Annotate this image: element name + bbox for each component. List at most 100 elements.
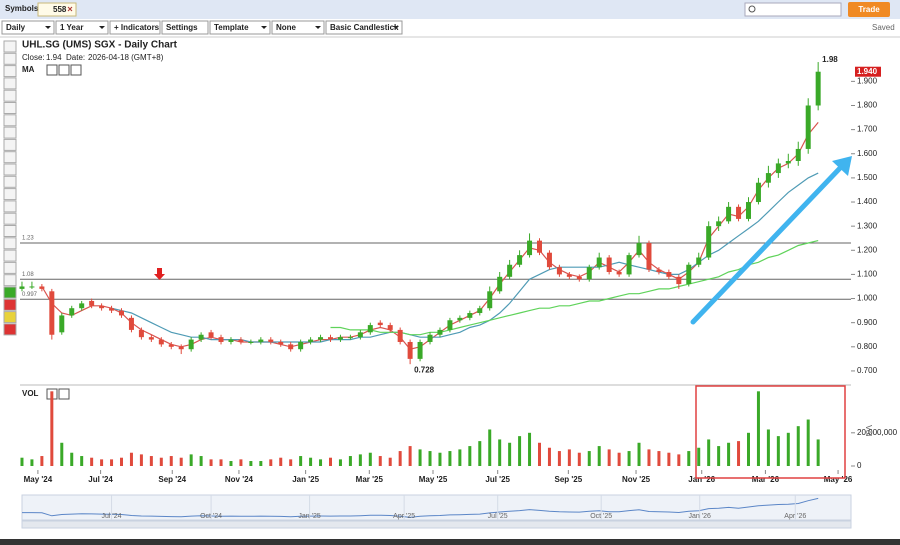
- tool-button[interactable]: [3, 52, 17, 65]
- tool-button[interactable]: [3, 274, 17, 287]
- candle-body: [666, 272, 672, 277]
- volume-bar: [448, 451, 452, 466]
- tool-button[interactable]: [3, 286, 17, 299]
- candle-body: [387, 325, 393, 330]
- navigator-tick-label: Oct '25: [590, 513, 612, 520]
- volume-bar: [100, 459, 104, 466]
- dropdown[interactable]: [325, 20, 403, 35]
- y-tick-label: 0.800: [857, 342, 878, 351]
- tool-button[interactable]: [3, 151, 17, 164]
- trend-arrow-shaft: [690, 163, 845, 325]
- volume-bar: [478, 441, 482, 466]
- tool-button[interactable]: [3, 323, 17, 336]
- tool-button[interactable]: [3, 200, 17, 213]
- navigator-tick-label: Jul '25: [488, 513, 508, 520]
- ma-edit[interactable]: [46, 64, 58, 76]
- tool-button[interactable]: [3, 77, 17, 90]
- x-tick-label: Mar '26: [752, 475, 780, 484]
- candle-body: [39, 286, 45, 289]
- dropdown[interactable]: [55, 20, 109, 35]
- symbol-input[interactable]: [37, 2, 77, 17]
- tool-button[interactable]: [3, 89, 17, 102]
- candle-body: [606, 257, 612, 272]
- candle-body: [696, 257, 702, 265]
- navigator-tick-label: Apr '25: [393, 513, 415, 520]
- x-tick-label: May '25: [419, 475, 448, 484]
- candle-body: [308, 339, 314, 342]
- candle-body: [636, 243, 642, 256]
- tool-button[interactable]: [3, 249, 17, 262]
- dropdown[interactable]: [209, 20, 271, 35]
- volume-bar: [458, 449, 462, 466]
- candle-body: [785, 161, 791, 164]
- candle-body: [118, 310, 124, 316]
- navigator-line: [22, 497, 819, 518]
- candle-body: [79, 303, 85, 309]
- tool-button[interactable]: [3, 175, 17, 188]
- dropdown-label: Settings: [166, 23, 198, 32]
- ma-settings[interactable]: [58, 64, 70, 76]
- volume-bar: [537, 442, 541, 466]
- vol-close[interactable]: [58, 388, 70, 400]
- candle-body: [477, 308, 483, 314]
- dropdown-caret: [393, 26, 399, 29]
- ma-close[interactable]: [70, 64, 82, 76]
- remove-symbol[interactable]: [67, 6, 73, 12]
- tool-button[interactable]: [3, 40, 17, 53]
- dropdown[interactable]: [1, 20, 55, 35]
- tool-button[interactable]: [3, 225, 17, 237]
- volume-bar: [717, 446, 721, 466]
- volume-bar: [199, 456, 203, 466]
- x-tick-label: Jan '26: [688, 475, 715, 484]
- x-tick-label: Sep '25: [555, 475, 583, 484]
- tool-button[interactable]: [3, 212, 17, 225]
- candle-body: [765, 173, 771, 183]
- volume-bar: [119, 457, 123, 466]
- trend-arrow-head: [832, 156, 852, 176]
- candle-body: [89, 300, 95, 306]
- candle-body: [805, 105, 811, 149]
- volume-bar: [647, 449, 651, 466]
- volume-bar: [567, 449, 571, 466]
- candle-body: [178, 346, 184, 350]
- candle-body: [109, 308, 115, 311]
- trade-button[interactable]: [848, 2, 890, 17]
- candle-body: [736, 206, 742, 219]
- volume-bar: [727, 442, 731, 466]
- candle-body: [417, 341, 423, 359]
- volume-bar: [388, 457, 392, 466]
- low-label: 0.728: [414, 365, 435, 374]
- tool-button[interactable]: [3, 102, 17, 114]
- tool-button[interactable]: [3, 237, 17, 250]
- candle-body: [228, 339, 234, 342]
- dropdown[interactable]: [161, 20, 209, 35]
- search-box[interactable]: [744, 2, 842, 17]
- y-tick-label: 1.700: [857, 125, 878, 134]
- y-tick-label: 1.400: [857, 197, 878, 206]
- navigator-tick-label: Apr '26: [784, 513, 806, 520]
- tool-button[interactable]: [3, 311, 17, 324]
- volume-bar: [219, 459, 223, 466]
- candle-body: [258, 339, 264, 342]
- volume-bar: [209, 459, 213, 466]
- candle-body: [238, 339, 244, 342]
- volume-bar: [557, 451, 561, 466]
- tool-button[interactable]: [3, 65, 17, 78]
- tool-button[interactable]: [3, 188, 17, 201]
- date-value: 2026-04-18 (GMT+8): [88, 53, 164, 62]
- tool-button[interactable]: [3, 126, 17, 139]
- tool-button[interactable]: [3, 138, 17, 151]
- tool-button[interactable]: [3, 298, 17, 311]
- tool-button[interactable]: [3, 261, 17, 274]
- symbol: 558: [53, 5, 67, 14]
- candle-body: [745, 202, 751, 219]
- tool-button[interactable]: [3, 163, 17, 176]
- scrollbar[interactable]: [21, 520, 852, 529]
- candle-body: [447, 320, 453, 330]
- volume-bar: [746, 432, 750, 466]
- y-tick-label: 0.700: [857, 366, 878, 375]
- dropdown[interactable]: [271, 20, 325, 35]
- dropdown[interactable]: [109, 20, 161, 35]
- tool-button[interactable]: [3, 114, 17, 127]
